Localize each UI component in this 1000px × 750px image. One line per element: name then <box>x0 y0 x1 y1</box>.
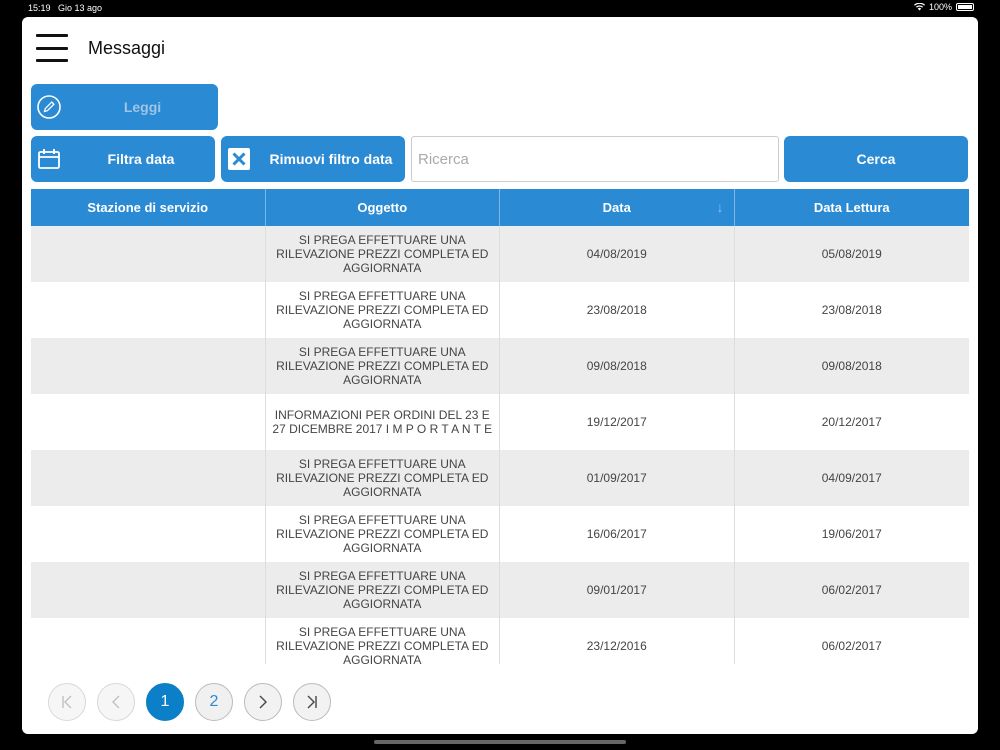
filter-date-label: Filtra data <box>107 151 175 167</box>
status-right: 100% <box>913 2 974 12</box>
last-page-button[interactable] <box>293 683 331 721</box>
search-input[interactable] <box>411 136 779 182</box>
cell-date: 09/01/2017 <box>500 562 735 618</box>
table-header: Stazione di servizio Oggetto Data ↓ Data … <box>31 189 969 226</box>
table-row[interactable]: SI PREGA EFFETTUARE UNA RILEVAZIONE PREZ… <box>31 282 969 338</box>
app-screen: Messaggi Leggi Filtra data Rimuovi filtr… <box>22 17 978 734</box>
cell-date: 16/06/2017 <box>500 506 735 562</box>
table-row[interactable]: SI PREGA EFFETTUARE UNA RILEVAZIONE PREZ… <box>31 226 969 282</box>
cell-subject: SI PREGA EFFETTUARE UNA RILEVAZIONE PREZ… <box>266 450 500 506</box>
wifi-icon <box>913 3 925 11</box>
cell-station <box>31 394 266 450</box>
status-bar: 15:19 Gio 13 ago 100% <box>0 0 1000 16</box>
cell-subject: INFORMAZIONI PER ORDINI DEL 23 E 27 DICE… <box>266 394 500 450</box>
first-page-button[interactable] <box>48 683 86 721</box>
cell-read-date: 04/09/2017 <box>821 471 882 485</box>
cell-read-date: 23/08/2018 <box>821 303 882 317</box>
cell-station <box>31 618 266 664</box>
hamburger-menu-icon[interactable] <box>36 34 68 62</box>
previous-page-button[interactable] <box>97 683 135 721</box>
cell-read-date: 05/08/2019 <box>821 247 882 261</box>
remove-date-filter-button[interactable]: Rimuovi filtro data <box>221 136 405 182</box>
next-page-button[interactable] <box>244 683 282 721</box>
table-row[interactable]: SI PREGA EFFETTUARE UNA RILEVAZIONE PREZ… <box>31 506 969 562</box>
table-row[interactable]: INFORMAZIONI PER ORDINI DEL 23 E 27 DICE… <box>31 394 969 450</box>
cell-date: 04/08/2019 <box>500 226 735 282</box>
table-body: SI PREGA EFFETTUARE UNA RILEVAZIONE PREZ… <box>31 226 969 664</box>
cell-subject: SI PREGA EFFETTUARE UNA RILEVAZIONE PREZ… <box>266 506 500 562</box>
battery-icon <box>956 3 974 11</box>
cell-subject: SI PREGA EFFETTUARE UNA RILEVAZIONE PREZ… <box>266 338 500 394</box>
calendar-icon <box>31 148 67 170</box>
first-page-icon <box>62 695 72 709</box>
chevron-left-icon <box>112 695 120 709</box>
cell-station <box>31 506 266 562</box>
cell-read-date: 09/08/2018 <box>821 359 882 373</box>
cell-subject: SI PREGA EFFETTUARE UNA RILEVAZIONE PREZ… <box>266 282 500 338</box>
cell-read-date: 06/02/2017 <box>821 639 882 653</box>
cell-station <box>31 450 266 506</box>
column-header-date[interactable]: Data ↓ <box>500 189 735 226</box>
battery-percent: 100% <box>928 2 952 12</box>
top-bar: Messaggi <box>22 17 978 79</box>
chevron-right-icon <box>259 695 267 709</box>
cell-date: 23/08/2018 <box>500 282 735 338</box>
cell-station <box>31 562 266 618</box>
search-button[interactable]: Cerca <box>784 136 968 182</box>
cell-date: 01/09/2017 <box>500 450 735 506</box>
cell-read-date: 06/02/2017 <box>821 583 882 597</box>
pagination: 1 2 <box>48 683 331 721</box>
search-button-label: Cerca <box>856 151 896 167</box>
read-button-label: Leggi <box>123 99 162 115</box>
table-row[interactable]: SI PREGA EFFETTUARE UNA RILEVAZIONE PREZ… <box>31 562 969 618</box>
page-title: Messaggi <box>88 38 166 58</box>
page-1-button[interactable]: 1 <box>146 683 184 721</box>
cell-date: 23/12/2016 <box>500 618 735 664</box>
cell-date: 09/08/2018 <box>500 338 735 394</box>
home-indicator[interactable] <box>374 740 626 744</box>
cell-station <box>31 338 266 394</box>
cell-date: 19/12/2017 <box>500 394 735 450</box>
status-time: 15:19 <box>28 3 51 13</box>
column-header-station[interactable]: Stazione di servizio <box>31 189 266 226</box>
status-date: Gio 13 ago <box>58 3 103 13</box>
close-box-icon <box>221 147 257 171</box>
cell-read-date: 19/06/2017 <box>821 527 882 541</box>
cell-station <box>31 226 266 282</box>
table-row[interactable]: SI PREGA EFFETTUARE UNA RILEVAZIONE PREZ… <box>31 338 969 394</box>
messages-table: Stazione di servizio Oggetto Data ↓ Data … <box>31 189 969 664</box>
table-row[interactable]: SI PREGA EFFETTUARE UNA RILEVAZIONE PREZ… <box>31 450 969 506</box>
pencil-icon <box>31 94 67 120</box>
column-header-subject[interactable]: Oggetto <box>266 189 500 226</box>
remove-filter-label: Rimuovi filtro data <box>269 151 393 167</box>
cell-subject: SI PREGA EFFETTUARE UNA RILEVAZIONE PREZ… <box>266 226 500 282</box>
sort-down-arrow-icon: ↓ <box>716 199 724 215</box>
last-page-icon <box>307 695 317 709</box>
filter-date-button[interactable]: Filtra data <box>31 136 215 182</box>
read-button[interactable]: Leggi <box>31 84 218 130</box>
cell-station <box>31 282 266 338</box>
page-2-button[interactable]: 2 <box>195 683 233 721</box>
cell-subject: SI PREGA EFFETTUARE UNA RILEVAZIONE PREZ… <box>266 562 500 618</box>
cell-read-date: 20/12/2017 <box>821 415 882 429</box>
cell-subject: SI PREGA EFFETTUARE UNA RILEVAZIONE PREZ… <box>266 618 500 664</box>
table-row[interactable]: SI PREGA EFFETTUARE UNA RILEVAZIONE PREZ… <box>31 618 969 664</box>
column-header-read-date[interactable]: Data Lettura <box>813 200 890 215</box>
